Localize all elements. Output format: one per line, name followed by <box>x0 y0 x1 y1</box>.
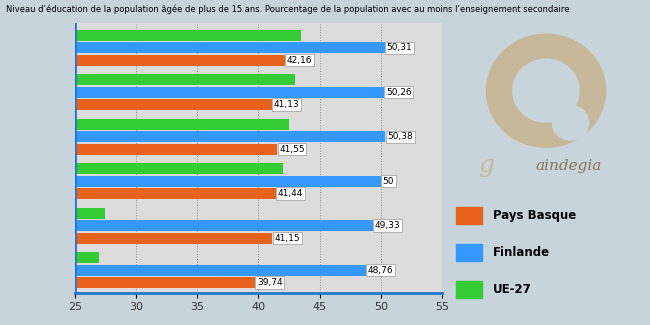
Circle shape <box>512 58 580 123</box>
Bar <box>75 74 295 85</box>
Text: 50: 50 <box>383 176 394 186</box>
Text: 41,13: 41,13 <box>274 100 300 109</box>
Text: Pays Basque: Pays Basque <box>493 209 577 222</box>
Bar <box>75 119 289 130</box>
Text: 48,76: 48,76 <box>367 266 393 275</box>
Text: 49,33: 49,33 <box>374 221 400 230</box>
Text: 41,15: 41,15 <box>274 234 300 242</box>
Bar <box>75 144 278 155</box>
Text: 50,38: 50,38 <box>387 132 413 141</box>
Bar <box>75 188 276 199</box>
Bar <box>456 281 482 298</box>
Text: 41,44: 41,44 <box>278 189 303 198</box>
Text: UE-27: UE-27 <box>493 283 532 296</box>
Text: 50,31: 50,31 <box>386 43 412 52</box>
Text: Finlande: Finlande <box>493 246 551 259</box>
Bar <box>75 30 301 41</box>
Text: 42,16: 42,16 <box>287 56 312 65</box>
Circle shape <box>486 33 606 148</box>
Text: Niveau d’éducation de la population âgée de plus de 15 ans. Pourcentage de la po: Niveau d’éducation de la population âgée… <box>6 5 570 14</box>
Text: g: g <box>478 154 494 177</box>
Bar <box>75 233 272 243</box>
Bar <box>75 176 381 187</box>
Bar <box>75 277 255 288</box>
Bar <box>75 55 285 66</box>
Bar <box>75 131 385 142</box>
Bar <box>75 42 385 53</box>
Text: aindegia: aindegia <box>536 159 602 173</box>
Bar <box>75 220 372 231</box>
Bar <box>456 244 482 261</box>
Bar <box>75 163 283 174</box>
Bar <box>75 99 272 110</box>
Text: 41,55: 41,55 <box>280 145 305 154</box>
Text: 39,74: 39,74 <box>257 278 283 287</box>
Text: 50,26: 50,26 <box>386 88 411 97</box>
Bar <box>75 87 384 98</box>
Circle shape <box>552 105 590 141</box>
Bar <box>75 252 99 263</box>
Bar <box>75 265 365 276</box>
Bar <box>456 207 482 224</box>
Bar <box>75 208 105 219</box>
